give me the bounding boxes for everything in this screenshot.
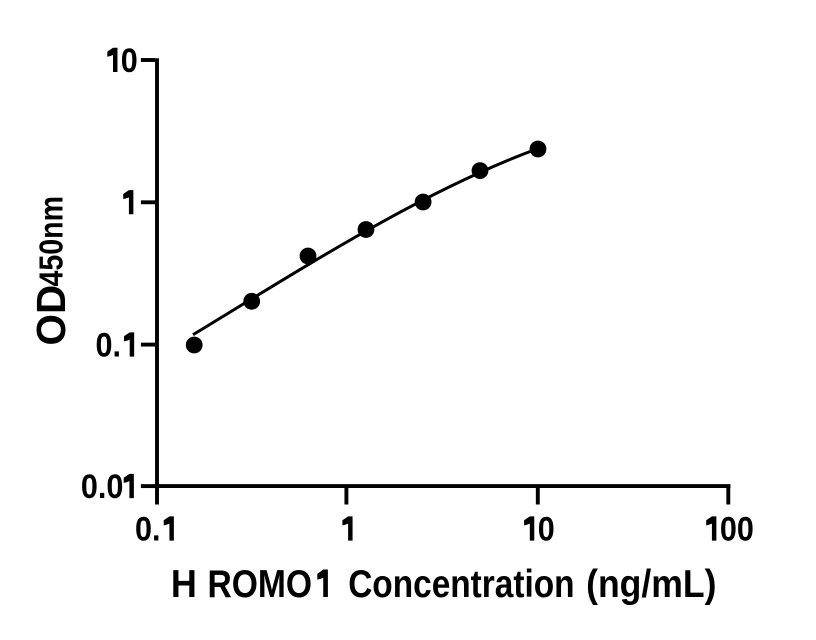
svg-text:H: H xyxy=(171,563,197,606)
svg-text:0.: 0. xyxy=(96,327,122,365)
svg-text:0.: 0. xyxy=(135,511,161,549)
svg-text:0: 0 xyxy=(121,42,138,80)
svg-text:ROMO: ROMO xyxy=(208,563,313,606)
svg-text:(ng/mL): (ng/mL) xyxy=(586,563,716,606)
svg-text:Concentration: Concentration xyxy=(348,563,574,606)
svg-text:0.0: 0.0 xyxy=(81,468,124,506)
svg-text:OD: OD xyxy=(28,285,74,346)
svg-text:450nm: 450nm xyxy=(32,196,69,287)
svg-text:00: 00 xyxy=(720,511,754,549)
svg-text:0: 0 xyxy=(538,511,555,549)
